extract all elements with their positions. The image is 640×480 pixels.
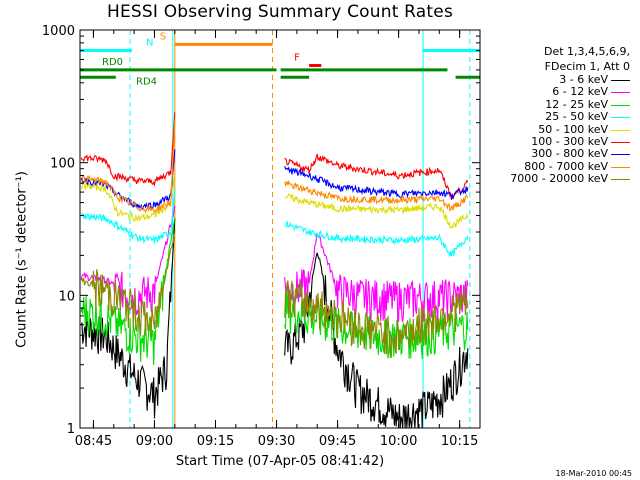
- series-line-4: [81, 175, 469, 230]
- chart-title: HESSI Observing Summary Count Rates: [106, 2, 454, 22]
- legend-entry-label: 100 - 300 keV: [531, 134, 608, 148]
- legend-entry-swatch: [611, 166, 630, 168]
- y-tick-label-1: 10: [58, 289, 75, 304]
- legend-entry-swatch: [611, 117, 630, 119]
- legend-entry-swatch: [611, 129, 630, 131]
- legend-entry-swatch: [611, 141, 630, 143]
- legend-entry: 7000 - 20000 keV: [480, 172, 630, 186]
- legend-entry: 25 - 50 keV: [480, 110, 630, 124]
- series-line-5: [80, 112, 469, 200]
- status-bar-label-N: N: [146, 38, 153, 49]
- x-tick-label-2: 09:15: [197, 434, 234, 449]
- y-tick-label-3: 1000: [42, 24, 75, 39]
- x-tick-label-1: 09:00: [136, 434, 173, 449]
- y-axis-label: Count Rate (s⁻¹ detector⁻¹): [14, 171, 30, 348]
- legend-entry-label: 800 - 7000 keV: [524, 159, 608, 173]
- legend-entry-swatch: [611, 80, 630, 81]
- legend-entry: 800 - 7000 keV: [480, 159, 630, 173]
- legend-entry-label: 300 - 800 keV: [531, 147, 608, 161]
- x-tick-label-4: 09:45: [319, 434, 356, 449]
- legend-entry: 100 - 300 keV: [480, 134, 630, 148]
- legend-entry-label: 3 - 6 keV: [559, 73, 608, 86]
- legend-entry-label: 12 - 25 keV: [545, 97, 608, 111]
- series-line-3: [80, 189, 469, 257]
- legend-entry-swatch: [611, 179, 630, 181]
- plot-frame: [79, 29, 481, 429]
- x-tick-label-0: 08:45: [75, 434, 112, 449]
- x-tick-label-5: 10:00: [380, 434, 417, 449]
- legend-entry: 3 - 6 keV: [480, 73, 630, 86]
- x-tick-label-6: 10:15: [441, 434, 478, 449]
- chart-legend: Det 1,3,4,5,6,9, FDecim 1, Att 0 3 - 6 k…: [480, 44, 630, 186]
- x-tick-label-3: 09:30: [258, 434, 295, 449]
- status-bar-label-S: S: [160, 31, 166, 42]
- series-line-7: [81, 119, 469, 214]
- series-line-1: [80, 205, 469, 323]
- legend-entry-swatch: [611, 154, 630, 156]
- legend-entry-swatch: [611, 104, 630, 106]
- legend-entry-label: 7000 - 20000 keV: [510, 172, 608, 186]
- y-tick-label-0: 1: [67, 422, 75, 437]
- legend-header-line1: Det 1,3,4,5,6,9,: [543, 45, 630, 58]
- x-axis-label: Start Time (07-Apr-05 08:41:42): [175, 454, 385, 469]
- legend-entry-swatch: [611, 92, 630, 94]
- legend-header-line2: FDecim 1, Att 0: [544, 60, 630, 73]
- series-line-8: [80, 232, 469, 358]
- status-bar-label-RD0: RD0: [102, 57, 123, 68]
- legend-entry: 12 - 25 keV: [480, 97, 630, 111]
- legend-entry: 50 - 100 keV: [480, 122, 630, 136]
- generation-timestamp: 18-Mar-2010 00:45: [555, 469, 633, 478]
- status-bar-label-RD4: RD4: [136, 76, 157, 87]
- legend-entry-label: 50 - 100 keV: [538, 122, 608, 136]
- y-tick-label-2: 100: [50, 157, 75, 172]
- status-bar-label-F: F: [294, 53, 300, 64]
- legend-entry-label: 6 - 12 keV: [552, 85, 608, 99]
- legend-entry-label: 25 - 50 keV: [545, 110, 608, 124]
- legend-entry: 300 - 800 keV: [480, 147, 630, 161]
- legend-entry: 6 - 12 keV: [480, 85, 630, 99]
